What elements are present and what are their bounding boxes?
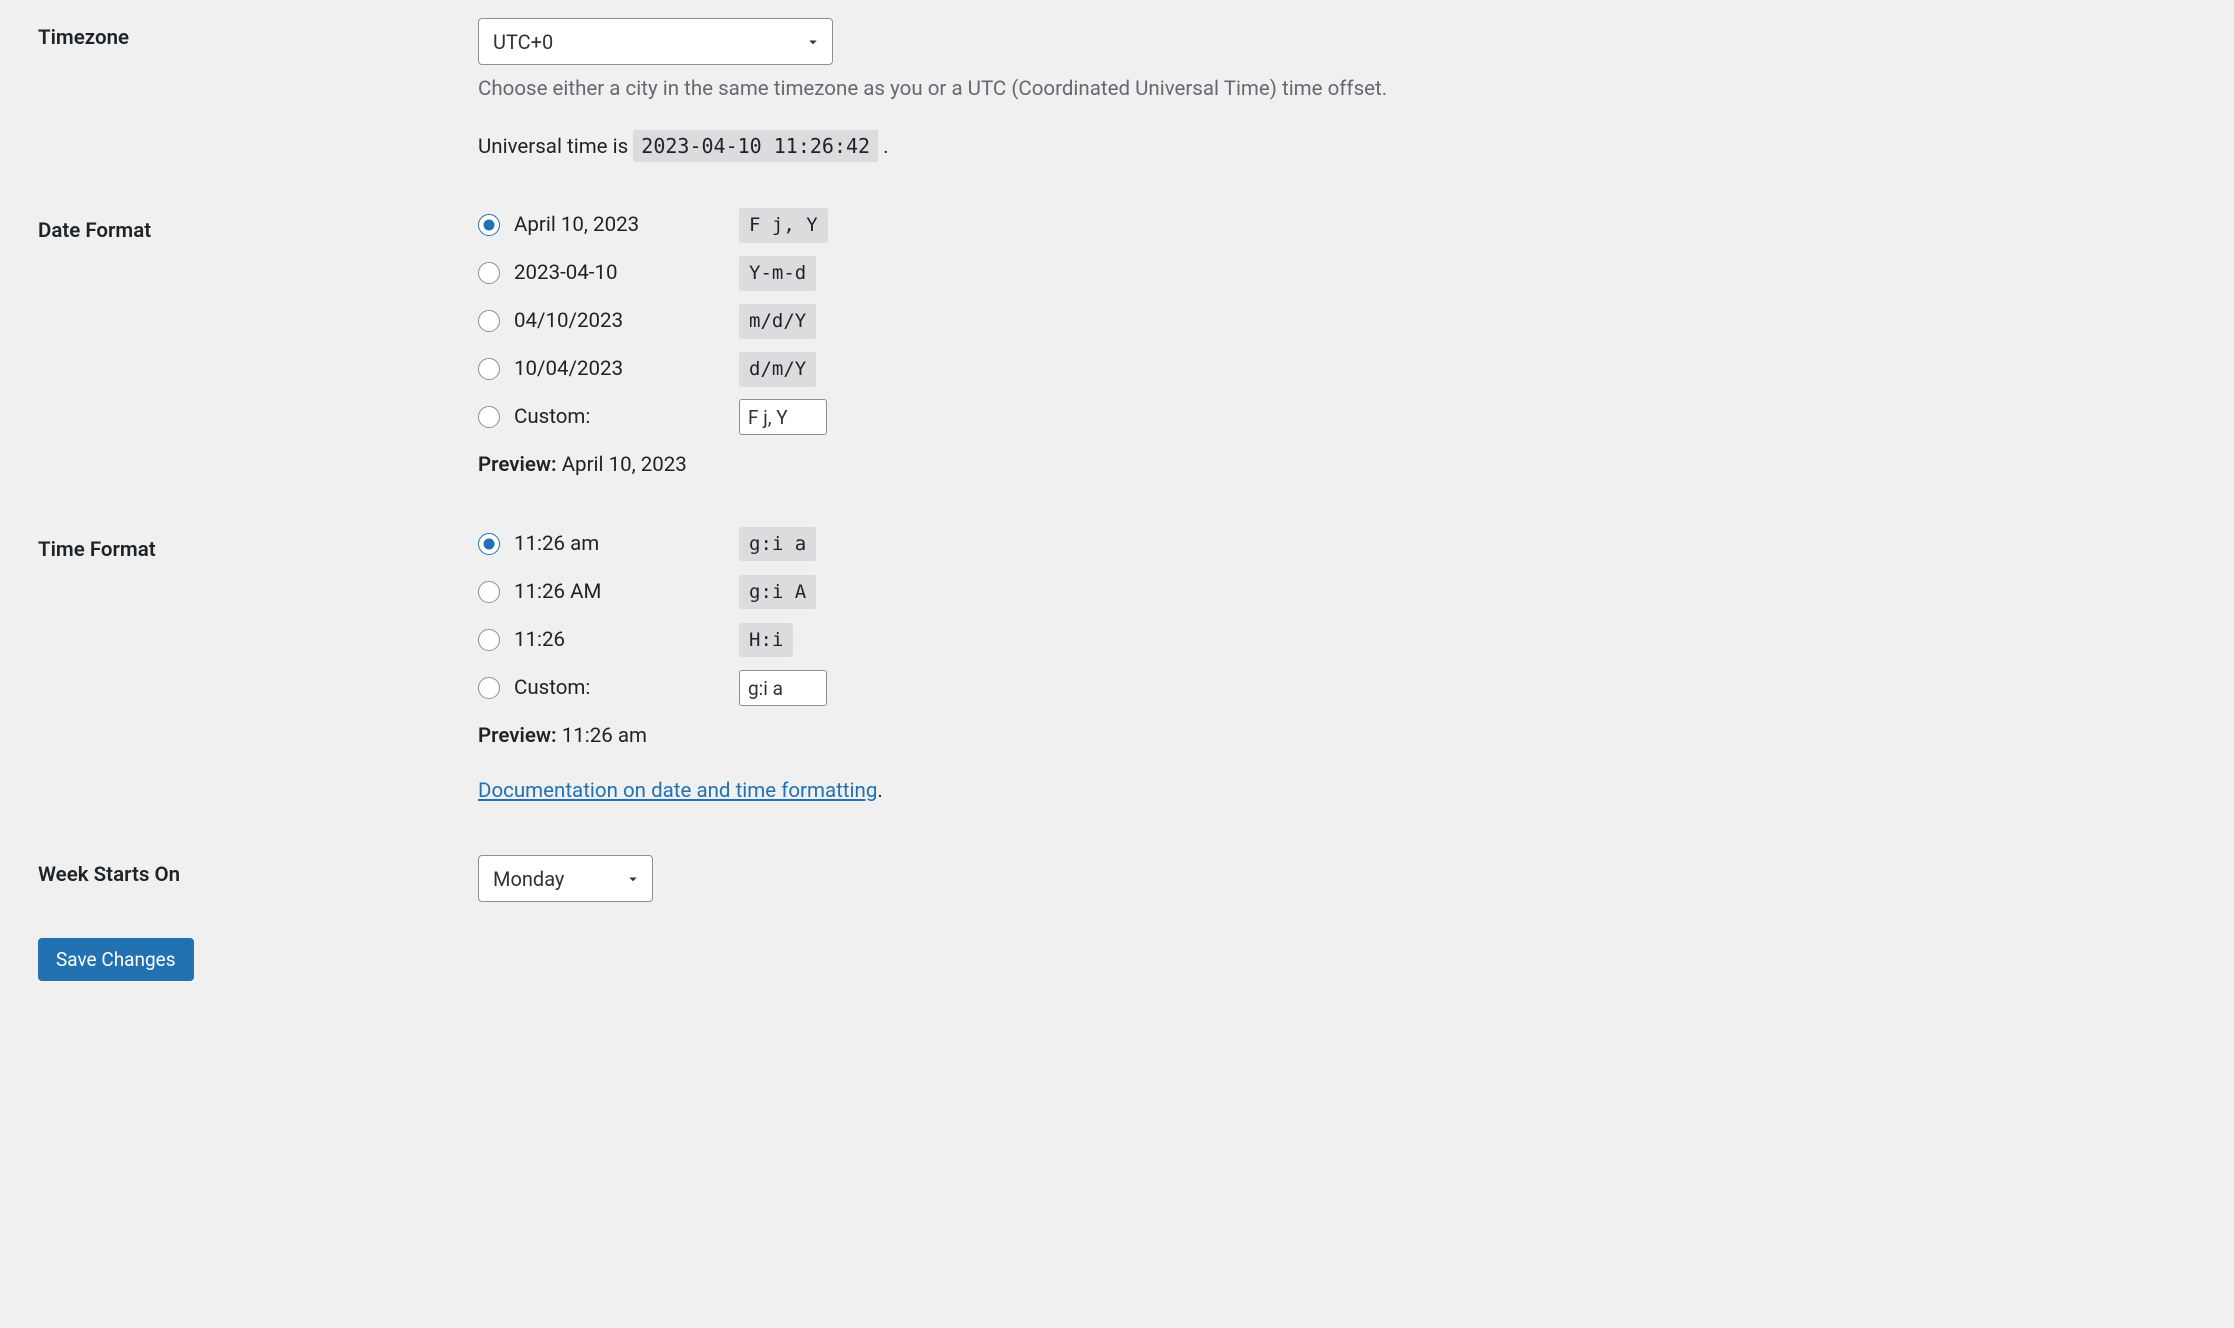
- time-format-preview: Preview: 11:26 am: [478, 722, 2196, 751]
- time-format-custom-label: Custom:: [514, 674, 590, 703]
- time-format-radio-2[interactable]: [478, 629, 500, 651]
- date-format-custom-label: Custom:: [514, 403, 590, 432]
- time-format-display: 11:26 AM: [514, 578, 601, 607]
- time-format-display: 11:26: [514, 626, 565, 655]
- documentation-link[interactable]: Documentation on date and time formattin…: [478, 779, 877, 803]
- time-format-custom-row: Custom:: [478, 674, 2196, 702]
- time-format-custom-input[interactable]: [739, 670, 827, 706]
- date-format-row: Date Format April 10, 2023 F j, Y 2023-0…: [38, 211, 2196, 480]
- week-starts-row: Week Starts On Monday: [38, 855, 2196, 902]
- save-changes-button[interactable]: Save Changes: [38, 938, 194, 981]
- week-starts-label: Week Starts On: [38, 855, 478, 890]
- date-format-display: 10/04/2023: [514, 355, 623, 384]
- timezone-description: Choose either a city in the same timezon…: [478, 75, 2196, 104]
- date-format-custom-row: Custom:: [478, 403, 2196, 431]
- time-format-option: 11:26 H:i: [478, 626, 2196, 654]
- time-format-label: Time Format: [38, 530, 478, 565]
- doc-link-line: Documentation on date and time formattin…: [478, 777, 2196, 806]
- preview-value: 11:26 am: [562, 724, 647, 748]
- date-format-preview: Preview: April 10, 2023: [478, 451, 2196, 480]
- universal-time-line: Universal time is 2023-04-10 11:26:42 .: [478, 132, 2196, 162]
- universal-time-suffix: .: [883, 135, 888, 159]
- time-format-option: 11:26 am g:i a: [478, 530, 2196, 558]
- date-format-radio-1[interactable]: [478, 262, 500, 284]
- timezone-select[interactable]: UTC+0: [478, 18, 833, 65]
- timezone-label: Timezone: [38, 18, 478, 53]
- time-format-code: g:i A: [739, 575, 816, 610]
- doc-link-suffix: .: [877, 779, 882, 803]
- date-format-option: April 10, 2023 F j, Y: [478, 211, 2196, 239]
- date-format-code: d/m/Y: [739, 352, 816, 387]
- date-format-radio-3[interactable]: [478, 358, 500, 380]
- time-format-row: Time Format 11:26 am g:i a 11:26 AM g:i …: [38, 530, 2196, 805]
- preview-value: April 10, 2023: [562, 453, 687, 477]
- date-format-field: April 10, 2023 F j, Y 2023-04-10 Y-m-d 0…: [478, 211, 2196, 480]
- date-format-option: 10/04/2023 d/m/Y: [478, 355, 2196, 383]
- time-format-display: 11:26 am: [514, 530, 599, 559]
- time-format-code: H:i: [739, 623, 793, 658]
- date-format-option: 2023-04-10 Y-m-d: [478, 259, 2196, 287]
- date-format-radio-0[interactable]: [478, 214, 500, 236]
- preview-label: Preview:: [478, 724, 557, 748]
- date-format-code: m/d/Y: [739, 304, 816, 339]
- date-format-code: F j, Y: [739, 208, 828, 243]
- date-format-custom-input[interactable]: [739, 399, 827, 435]
- time-format-field: 11:26 am g:i a 11:26 AM g:i A 11:26 H:i …: [478, 530, 2196, 805]
- week-starts-select[interactable]: Monday: [478, 855, 653, 902]
- date-format-display: 2023-04-10: [514, 259, 618, 288]
- time-format-code: g:i a: [739, 527, 816, 562]
- date-format-display: 04/10/2023: [514, 307, 623, 336]
- date-format-code: Y-m-d: [739, 256, 816, 291]
- time-format-radio-0[interactable]: [478, 533, 500, 555]
- time-format-option: 11:26 AM g:i A: [478, 578, 2196, 606]
- date-format-display: April 10, 2023: [514, 211, 639, 240]
- time-format-radio-custom[interactable]: [478, 677, 500, 699]
- date-format-radio-2[interactable]: [478, 310, 500, 332]
- universal-time-value: 2023-04-10 11:26:42: [633, 130, 878, 162]
- date-format-radio-custom[interactable]: [478, 406, 500, 428]
- preview-label: Preview:: [478, 453, 557, 477]
- timezone-field: UTC+0 Choose either a city in the same t…: [478, 18, 2196, 161]
- date-format-option: 04/10/2023 m/d/Y: [478, 307, 2196, 335]
- time-format-radio-1[interactable]: [478, 581, 500, 603]
- week-starts-field: Monday: [478, 855, 2196, 902]
- universal-time-prefix: Universal time is: [478, 135, 633, 159]
- timezone-row: Timezone UTC+0 Choose either a city in t…: [38, 18, 2196, 161]
- date-format-label: Date Format: [38, 211, 478, 246]
